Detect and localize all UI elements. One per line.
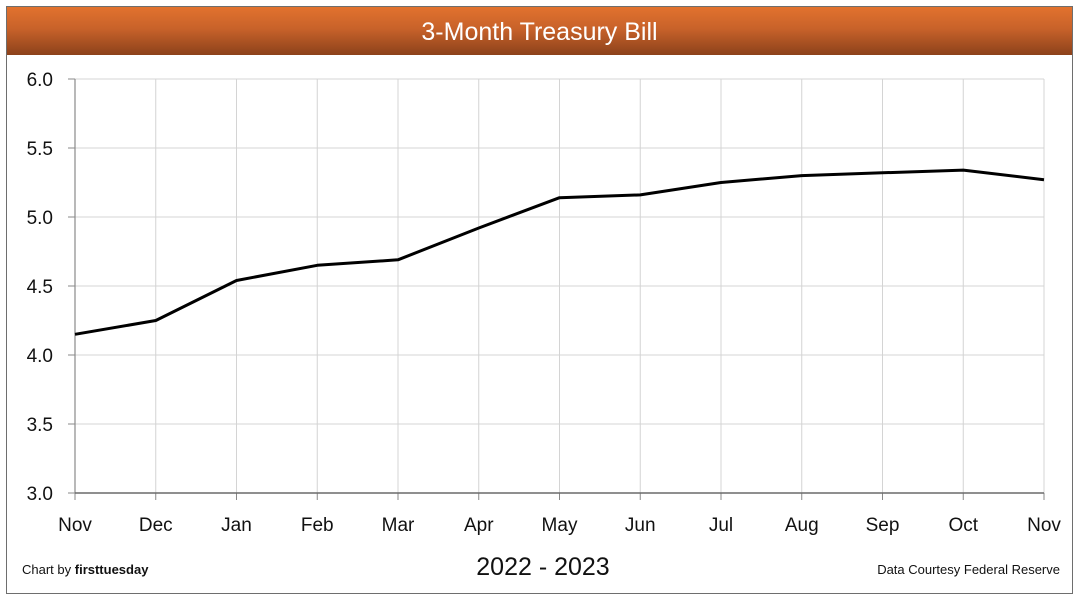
x-tick-label: Dec [139, 515, 173, 536]
chart-frame: 3-Month Treasury Bill [6, 6, 1073, 594]
data-source: Data Courtesy Federal Reserve [877, 562, 1060, 577]
x-tick-label: Jun [625, 515, 656, 536]
x-tick-label: May [542, 515, 578, 536]
y-tick-label: 3.0 [27, 484, 53, 505]
x-tick-label: Aug [785, 515, 819, 536]
credit-prefix: Chart by [22, 562, 75, 577]
x-tick-label: Jan [221, 515, 252, 536]
series-line [74, 168, 1045, 336]
x-tick-label: Sep [866, 515, 900, 536]
y-tick-label: 4.0 [27, 346, 53, 367]
y-tick-label: 4.5 [27, 277, 53, 298]
y-tick-label: 3.5 [27, 415, 53, 436]
x-axis-title: 2022 - 2023 [476, 553, 609, 581]
x-tick-label: Oct [948, 515, 978, 536]
chart-title: 3-Month Treasury Bill [7, 7, 1072, 55]
x-tick-label: Nov [1027, 515, 1061, 536]
y-tick-label: 5.5 [27, 139, 53, 160]
y-tick-label: 5.0 [27, 208, 53, 229]
x-tick-label: Mar [382, 515, 415, 536]
y-tick-label: 6.0 [27, 70, 53, 91]
x-tick-label: Nov [58, 515, 92, 536]
x-tick-label: Jul [709, 515, 733, 536]
chart-credit: Chart by firsttuesday [22, 562, 148, 577]
credit-brand: firsttuesday [74, 562, 149, 577]
x-tick-label: Feb [301, 515, 334, 536]
x-tick-label: Apr [464, 515, 494, 536]
